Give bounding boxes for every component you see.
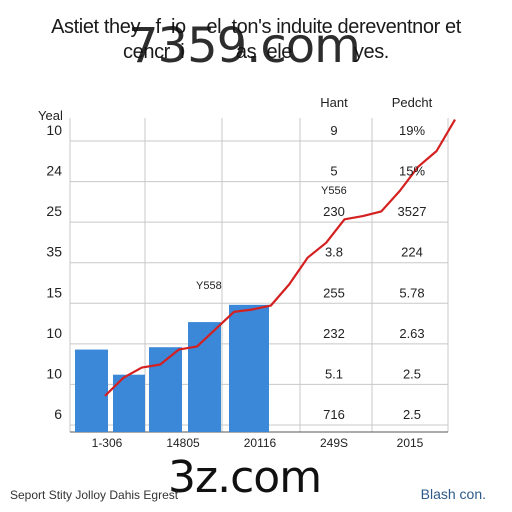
x-tick-label: 1-306 [92,436,123,450]
watermark-bottom: 3z.com [168,452,322,503]
chart-title-line-1: Astiet they f io el ton's induite dereve… [51,16,461,38]
table-cell: 3527 [398,204,427,219]
series-line [104,119,456,397]
bar [75,349,108,432]
watermark-top: 7359.com [128,18,361,74]
y-tick-label: 10 [46,365,62,381]
table-cell: 230 [323,204,345,219]
y-tick-label: 24 [46,163,62,179]
table-cell: 3.8 [325,245,343,260]
x-tick-label: 249S [320,436,348,450]
table-cell: 224 [401,245,423,260]
table-cell: 5.78 [399,285,424,300]
y-tick-label: 10 [46,122,62,138]
y-tick-label: 6 [54,406,62,422]
y-tick-label: 15 [46,284,62,300]
table-cell: 5.1 [325,366,343,381]
table-cell: 2.63 [399,326,424,341]
table-cell: 9 [330,123,337,138]
y-tick-label: 10 [46,325,62,341]
bar-annotation: Y558 [196,280,222,292]
x-tick-label: 2015 [397,436,424,450]
table-cell: 2.5 [403,407,421,422]
table-cell: 19% [399,123,425,138]
x-tick-label: 14805 [166,436,200,450]
table-cell: 255 [323,285,345,300]
y-axis-label: Yeal [38,108,63,123]
table-cell: 2.5 [403,366,421,381]
table-cell: 15% [399,164,425,179]
y-tick-label: 35 [46,244,62,260]
line-annotation: Y556 [321,185,347,197]
footer-caption: Seport Stity Jolloy Dahis Egrest [10,488,179,502]
table-cell: 5 [330,164,337,179]
chart-title-line-2: cencr i as ele yes. [123,41,389,63]
y-tick-label: 25 [46,203,62,219]
bar [229,304,269,432]
table-cell: 232 [323,326,345,341]
x-tick-label: 20116 [244,436,277,450]
table-cell: 716 [323,407,345,422]
table-column-header: Hant [320,95,348,110]
footer-brand: Blash con. [420,486,486,502]
table-column-header: Pedcht [392,95,433,110]
